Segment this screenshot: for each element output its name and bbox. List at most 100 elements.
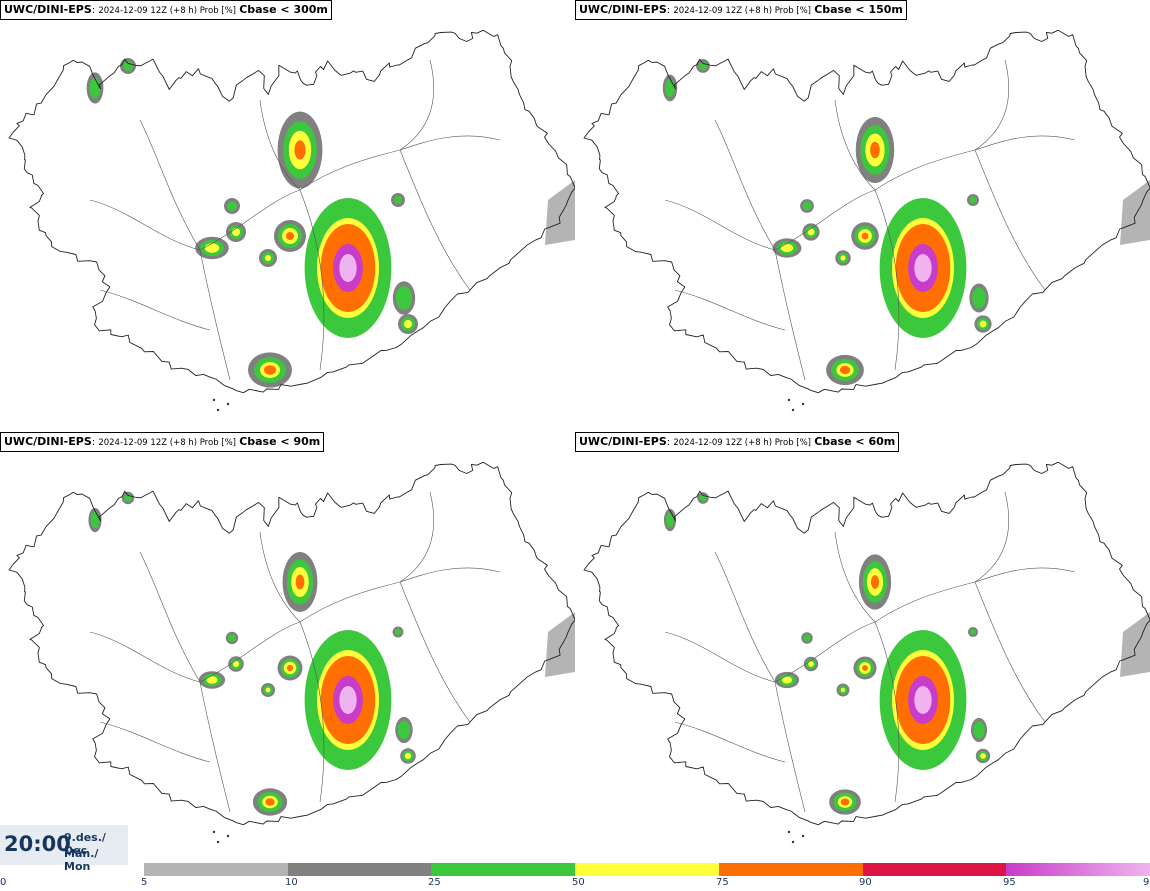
probability-contour <box>807 228 815 236</box>
region-border <box>774 249 806 381</box>
probability-contour <box>339 254 357 282</box>
probability-contour <box>808 661 814 667</box>
region-border <box>199 681 231 813</box>
region-border <box>874 621 900 803</box>
probability-contour <box>228 634 236 642</box>
region-border <box>299 581 401 623</box>
region-border <box>674 721 786 763</box>
region-border <box>399 567 501 583</box>
coastline <box>583 29 1150 394</box>
legend-tick-label: 25 <box>428 877 441 888</box>
coastline <box>8 29 575 394</box>
legend-tick-label: 5 <box>141 877 148 888</box>
field-name: Cbase < 300m <box>239 3 328 16</box>
region-border <box>399 149 471 291</box>
region-border <box>974 149 1046 291</box>
region-border <box>774 621 876 683</box>
legend-tick-label: 0 <box>0 877 7 888</box>
probability-contour <box>861 232 869 240</box>
legend-swatch <box>287 863 432 876</box>
probability-contour <box>980 753 986 759</box>
probability-contour <box>972 287 986 309</box>
region-border <box>399 135 501 151</box>
region-border <box>259 99 301 191</box>
map-panel-cbase-60: UWC/DINI-EPS: 2024-12-09 12Z (+8 h) Prob… <box>575 432 1150 864</box>
island-dot <box>787 830 791 834</box>
legend-tick-label: 75 <box>716 877 729 888</box>
island-dot <box>216 408 220 412</box>
iceland-map <box>8 461 575 844</box>
island-dot <box>791 408 795 412</box>
probability-legend-bar <box>144 863 1150 876</box>
probability-contour <box>665 79 675 97</box>
region-border <box>674 289 786 331</box>
probability-contour <box>870 575 880 589</box>
valid-date: 9.des./ Dec <box>64 831 106 857</box>
valid-time: 20:00 <box>4 832 71 856</box>
probability-contour <box>545 612 575 677</box>
region-border <box>714 551 776 683</box>
map-panel-cbase-300: UWC/DINI-EPS: 2024-12-09 12Z (+8 h) Prob… <box>0 0 575 432</box>
panel-title: UWC/DINI-EPS: 2024-12-09 12Z (+8 h) Prob… <box>0 432 325 452</box>
probability-contour <box>840 687 846 693</box>
region-border <box>99 721 211 763</box>
model-name: UWC/DINI-EPS <box>579 3 667 16</box>
legend-tick-label: 90 <box>859 877 872 888</box>
region-border <box>139 119 201 251</box>
map-panel-cbase-150: UWC/DINI-EPS: 2024-12-09 12Z (+8 h) Prob… <box>575 0 1150 432</box>
iceland-map <box>583 461 1150 844</box>
probability-contour <box>803 634 811 642</box>
island-dot <box>226 402 230 406</box>
legend-swatch <box>144 863 288 876</box>
legend-swatch <box>575 863 719 876</box>
region-border <box>774 681 806 813</box>
legend-swatch <box>862 863 1007 876</box>
probability-contour <box>123 61 133 71</box>
panel-title: UWC/DINI-EPS: 2024-12-09 12Z (+8 h) Prob… <box>0 0 332 20</box>
probability-contour <box>780 243 794 253</box>
region-border <box>299 149 401 191</box>
probability-contour <box>914 254 932 282</box>
probability-contour <box>294 140 306 160</box>
probability-contour <box>265 255 271 261</box>
probability-contour <box>665 512 675 528</box>
probability-contour <box>545 180 575 245</box>
probability-contour <box>914 686 932 714</box>
probability-contour <box>206 676 218 684</box>
legend-tick-label: 50 <box>572 877 585 888</box>
probability-contour <box>396 286 412 310</box>
region-border <box>139 551 201 683</box>
probability-contour <box>781 676 793 684</box>
legend-tick-label: 99 <box>1143 877 1150 888</box>
probability-contour <box>286 664 294 672</box>
iceland-map <box>8 29 575 412</box>
island-dot <box>212 398 216 402</box>
probability-contour <box>397 720 411 740</box>
run-info: 2024-12-09 12Z (+8 h) Prob [%] <box>98 6 236 16</box>
valid-weekday: Mán./ Mon <box>64 847 99 873</box>
probability-contour <box>265 798 275 806</box>
region-border <box>774 189 876 251</box>
probability-contour <box>232 228 240 236</box>
field-name: Cbase < 60m <box>814 435 896 448</box>
map-group <box>583 461 1150 844</box>
region-border <box>199 189 301 251</box>
region-border <box>89 631 201 683</box>
legend-tick-label: 10 <box>285 877 298 888</box>
map-group <box>8 29 575 412</box>
region-border <box>974 581 1046 723</box>
region-border <box>399 59 435 151</box>
probability-contour <box>264 365 276 375</box>
probability-contour <box>1120 612 1150 677</box>
region-border <box>399 581 471 723</box>
legend-swatch <box>431 863 576 876</box>
run-info: 2024-12-09 12Z (+8 h) Prob [%] <box>673 6 811 16</box>
probability-contour <box>802 201 812 211</box>
map-group <box>8 461 575 844</box>
region-border <box>974 491 1010 583</box>
valid-time-box: 20:00 9.des./ Dec Mán./ Mon <box>0 825 128 873</box>
probability-contour <box>394 628 402 636</box>
island-dot <box>787 398 791 402</box>
probability-contour <box>404 752 412 760</box>
probability-contour <box>1120 180 1150 245</box>
